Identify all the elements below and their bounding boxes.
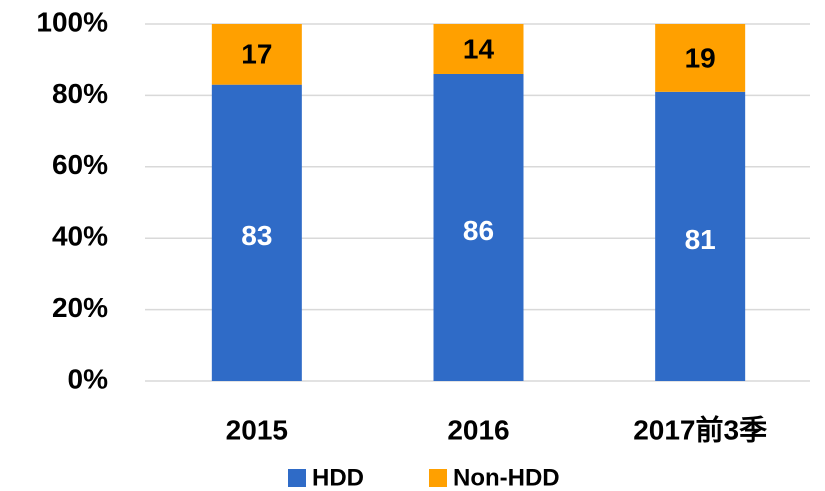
data-label: 17	[241, 39, 272, 70]
bar-segment	[211, 24, 302, 85]
y-tick-label: 0%	[68, 363, 109, 394]
x-tick-label: 2015	[226, 414, 288, 445]
data-label: 81	[685, 224, 716, 255]
y-tick-label: 100%	[36, 6, 108, 37]
y-tick-label: 40%	[52, 221, 108, 252]
legend-swatch	[429, 469, 447, 487]
y-tick-label: 60%	[52, 149, 108, 180]
data-label: 14	[463, 33, 495, 64]
legend-swatch	[288, 469, 306, 487]
legend-label: HDD	[312, 464, 364, 491]
y-tick-label: 20%	[52, 292, 108, 323]
y-tick-label: 80%	[52, 78, 108, 109]
x-tick-label: 2016	[447, 414, 509, 445]
bar-segment	[433, 24, 524, 74]
data-label: 86	[463, 215, 494, 246]
data-label: 83	[241, 220, 272, 251]
data-label: 19	[685, 42, 716, 73]
legend-label: Non-HDD	[453, 464, 560, 491]
bar-segment	[211, 84, 302, 381]
x-tick-label: 2017前3季	[633, 413, 767, 445]
bar-segment	[655, 91, 746, 381]
bar-segment	[433, 73, 524, 381]
bar-segment	[655, 24, 746, 92]
